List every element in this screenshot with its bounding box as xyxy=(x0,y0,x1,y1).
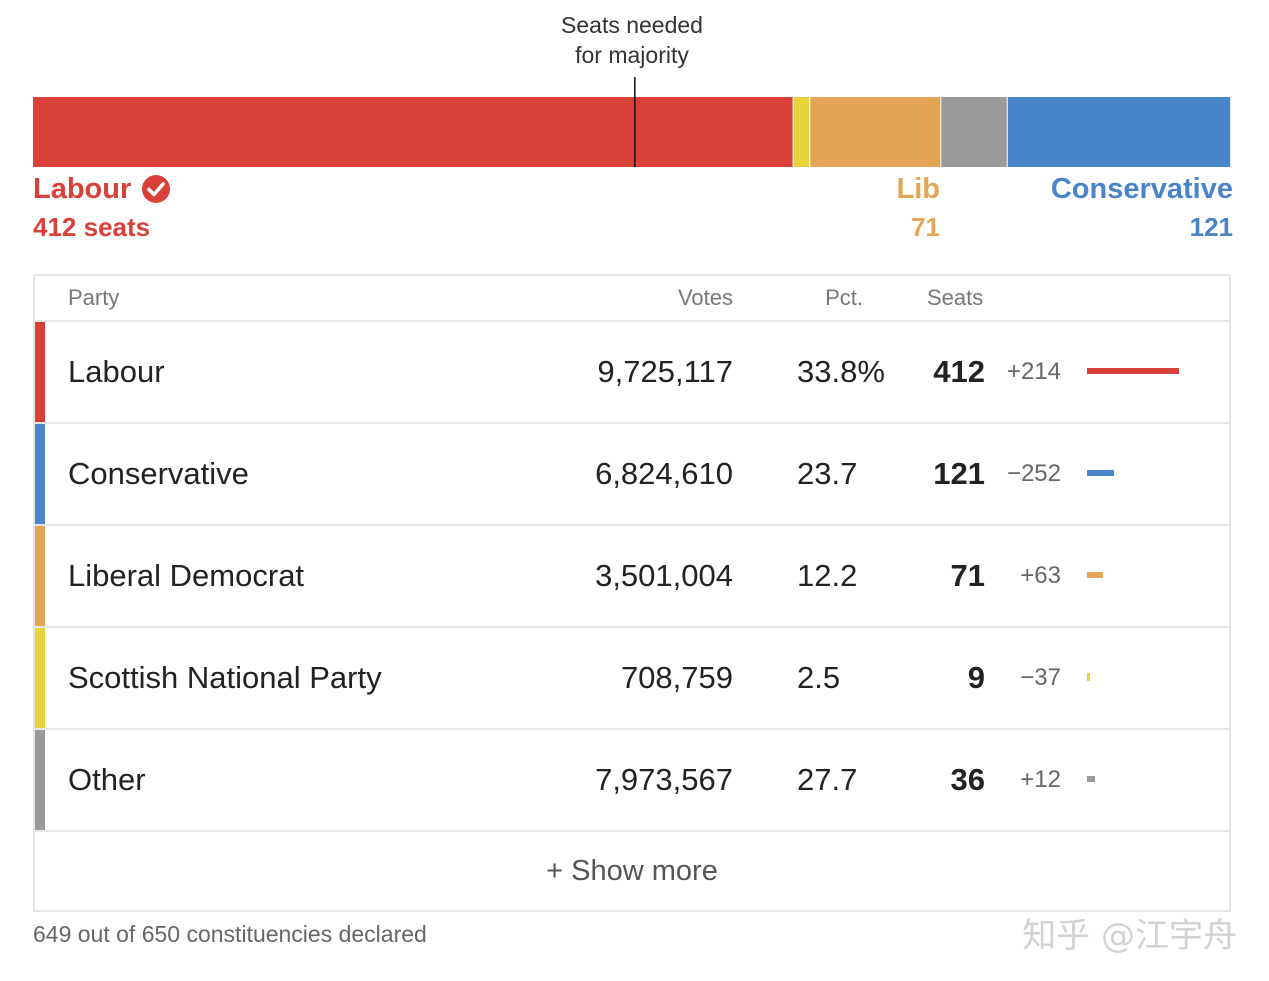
votes-value: 9,725,117 xyxy=(597,354,733,389)
majority-label: Seats needed for majority xyxy=(532,10,732,70)
majority-label-line2: for majority xyxy=(575,42,689,68)
party-name: Scottish National Party xyxy=(68,660,382,695)
majority-label-line1: Seats needed xyxy=(561,12,703,38)
seat-change-value: +12 xyxy=(1020,766,1061,793)
seat-bar-segment-conservative xyxy=(1007,97,1232,167)
header-party: Party xyxy=(68,285,120,310)
party-name: Other xyxy=(68,762,146,797)
seat-minibar-chart xyxy=(1087,470,1115,476)
pct-value: 2.5 xyxy=(797,660,841,695)
table-row: Conservative 6,824,610 23.7 121 −252 xyxy=(35,424,1229,526)
votes-value: 6,824,610 xyxy=(595,456,733,491)
summary-conservative: Conservative 121 xyxy=(1051,172,1233,244)
party-color-swatch xyxy=(35,730,45,830)
seat-change-value: +63 xyxy=(1020,562,1061,589)
seat-minibar-chart xyxy=(1087,776,1096,782)
winner-check-icon xyxy=(142,175,171,203)
party-color-swatch xyxy=(35,322,45,422)
seat-minibar-other xyxy=(1087,776,1096,782)
seat-change-value: −252 xyxy=(1006,460,1061,487)
table-header: Party Votes Pct. Seats xyxy=(35,276,1229,322)
header-votes: Votes xyxy=(677,285,733,310)
votes-value: 7,973,567 xyxy=(595,762,733,797)
summary-libdem-seats: 71 xyxy=(911,212,940,242)
table-row: Scottish National Party 708,759 2.5 9 −37 xyxy=(35,628,1229,730)
watermark: 知乎 @江宇舟 xyxy=(1022,916,1237,956)
seat-minibar-chart xyxy=(1087,368,1179,374)
seat-change-value: −37 xyxy=(1020,664,1061,691)
seats-value: 121 xyxy=(933,456,985,491)
seat-minibar-chart xyxy=(1087,673,1090,681)
pct-value: 33.8% xyxy=(797,354,885,389)
summary-labour-seats: 412 seats xyxy=(33,212,151,242)
seats-value: 36 xyxy=(950,762,985,797)
pct-value: 27.7 xyxy=(797,762,858,797)
seat-minibar-labour xyxy=(1087,368,1179,374)
table-row: Labour 9,725,117 33.8% 412 +214 xyxy=(35,322,1229,424)
table-row: Other 7,973,567 27.7 36 +12 xyxy=(35,730,1229,832)
seat-bar-separator xyxy=(1230,97,1233,167)
votes-value: 708,759 xyxy=(620,660,733,695)
seat-minibar-snp xyxy=(1087,673,1090,681)
results-table: Party Votes Pct. Seats Labour 9,725,117 33… xyxy=(33,274,1231,912)
votes-value: 3,501,004 xyxy=(595,558,733,593)
seat-bar-chart xyxy=(33,77,1233,167)
summary-libdem-name: Lib xyxy=(896,173,941,205)
seat-minibar-conservative xyxy=(1087,470,1115,476)
party-color-swatch xyxy=(35,628,45,728)
header-pct: Pct. xyxy=(825,285,863,310)
seats-value: 71 xyxy=(950,558,985,593)
seat-bar-segment-labour xyxy=(33,97,794,167)
seats-value: 412 xyxy=(933,354,985,389)
seat-bar-segment-libdem xyxy=(810,97,942,167)
seat-change-value: +214 xyxy=(1006,358,1061,385)
table-row: Liberal Democrat 3,501,004 12.2 71 +63 xyxy=(35,526,1229,628)
seat-bar-segment-other xyxy=(941,97,1008,167)
seat-minibar-libdem xyxy=(1087,572,1103,578)
summary-labour-name: Labour xyxy=(33,173,132,205)
party-color-swatch xyxy=(35,526,45,626)
party-name: Labour xyxy=(68,354,165,389)
header-seats: Seats xyxy=(927,285,984,310)
pct-value: 23.7 xyxy=(797,456,858,491)
seat-minibar-chart xyxy=(1087,572,1103,578)
summary-labour: Labour 412 seats xyxy=(33,172,171,244)
seats-value: 9 xyxy=(967,660,985,695)
table-body: Labour 9,725,117 33.8% 412 +214 Conservative 6… xyxy=(35,322,1229,832)
summary-conservative-seats: 121 xyxy=(1189,212,1233,242)
party-name: Liberal Democrat xyxy=(68,558,305,593)
seat-bar-segment-snp xyxy=(793,97,811,167)
show-more-button[interactable]: + Show more xyxy=(546,855,718,887)
party-name: Conservative xyxy=(68,456,249,491)
party-color-swatch xyxy=(35,424,45,524)
constituencies-declared-note: 649 out of 650 constituencies declared xyxy=(33,921,427,947)
pct-value: 12.2 xyxy=(797,558,858,593)
summary-conservative-name: Conservative xyxy=(1050,173,1233,205)
summary-libdem: Lib 71 xyxy=(897,172,941,244)
